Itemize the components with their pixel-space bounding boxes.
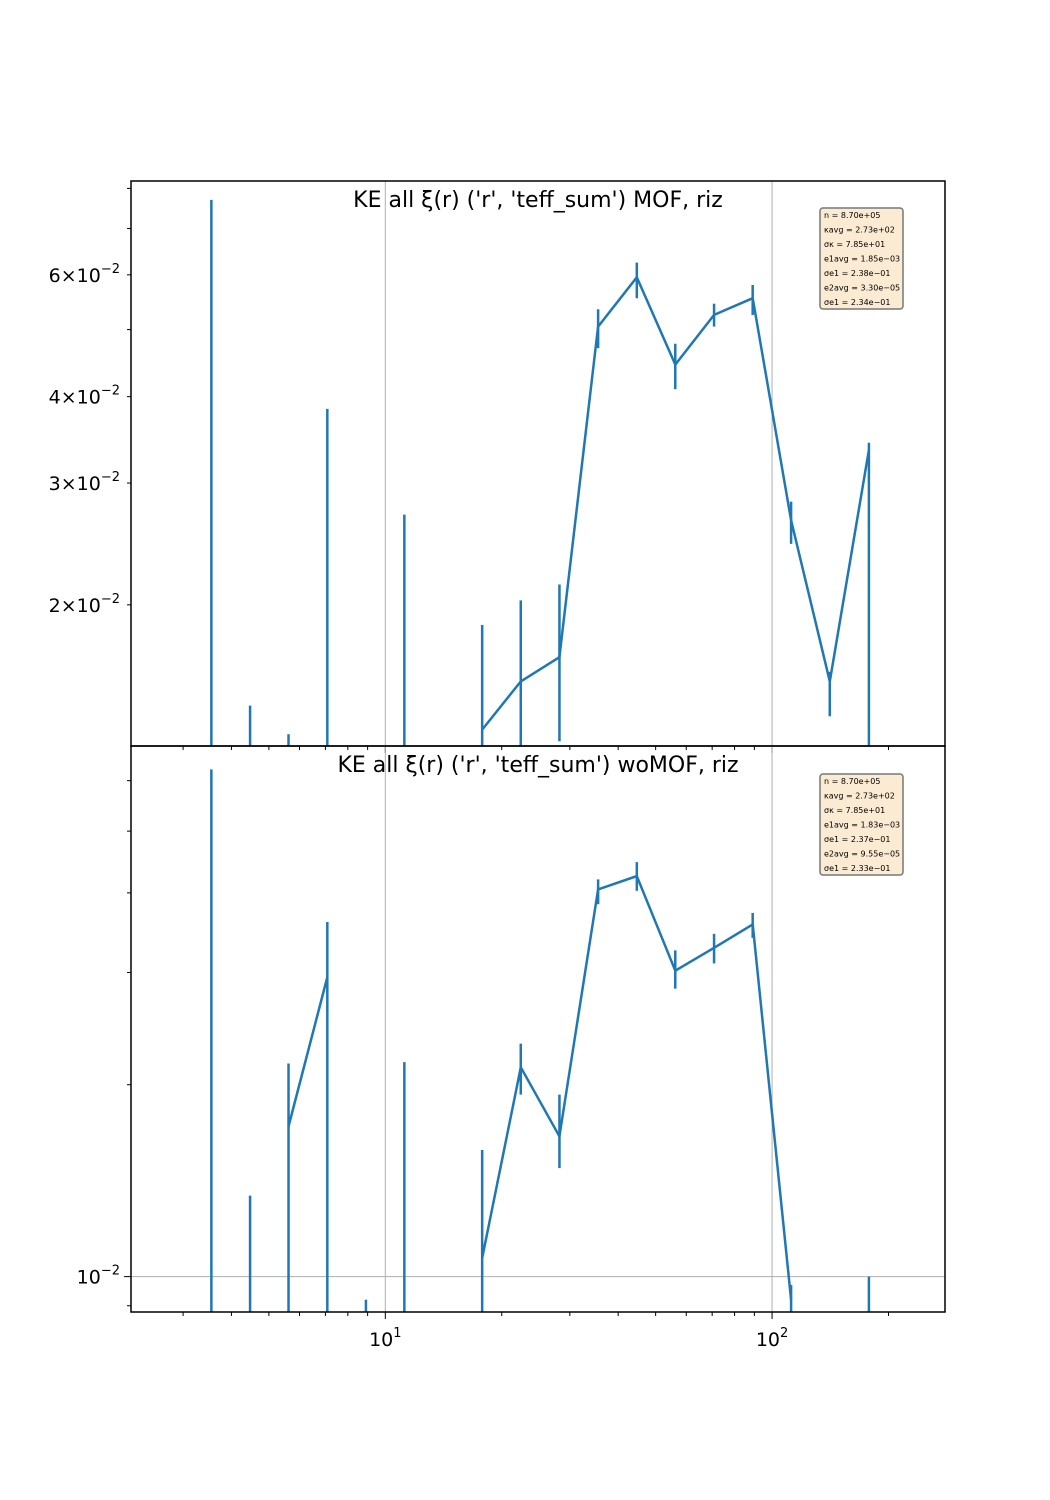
stats-box: n = 8.70e+05 κavg = 2.73e+02 σκ = 7.85e+01… [819,207,904,310]
stats-line: σe1 = 2.38e−01 [824,269,891,278]
stats-line: σκ = 7.85e+01 [824,806,885,815]
stats-line: σκ = 7.85e+01 [824,240,885,249]
axes-frame [130,745,946,1313]
stats-line: n = 8.70e+05 [824,211,880,220]
stats-box-background [819,207,904,310]
data-layer [210,199,871,746]
y-tick-label: 6×10−2 [49,262,120,287]
stats-box-background [819,773,904,876]
stats-line: σe1 = 2.33e−01 [824,864,891,873]
chart-title: KE all ξ(r) ('r', 'teff_sum') MOF, riz [353,188,723,213]
y-tick-label: 4×10−2 [49,384,120,409]
panel-bottom-womof: 10−2 101 102 KE all ξ(r) ('r', 'teff_sum') … [77,745,946,1351]
y-tick-label: 2×10−2 [49,592,120,617]
stats-line: e1avg = 1.83e−03 [824,821,900,830]
chart-title: KE all ξ(r) ('r', 'teff_sum') woMOF, riz [337,753,738,778]
stats-box: n = 8.70e+05 κavg = 2.73e+02 σκ = 7.85e+01… [819,773,904,876]
data-layer [210,769,871,1312]
y-tick-label: 10−2 [77,1264,120,1289]
x-tick-label: 101 [369,1326,401,1351]
stats-line: κavg = 2.73e+02 [824,226,895,235]
stats-line: e2avg = 3.30e−05 [824,284,900,293]
stats-line: σe1 = 2.34e−01 [824,298,891,307]
x-tick-label: 102 [756,1326,788,1351]
stats-line: e2avg = 9.55e−05 [824,850,900,859]
stats-line: κavg = 2.73e+02 [824,792,895,801]
stats-line: σe1 = 2.37e−01 [824,835,891,844]
series-line [287,976,329,1127]
stats-line: n = 8.70e+05 [824,777,880,786]
y-tick-label: 3×10−2 [49,470,120,495]
stats-line: e1avg = 1.85e−03 [824,255,900,264]
panel-top-mof: 6×10−2 4×10−2 3×10−2 2×10−2 KE all ξ(r) ('r'… [49,180,946,753]
